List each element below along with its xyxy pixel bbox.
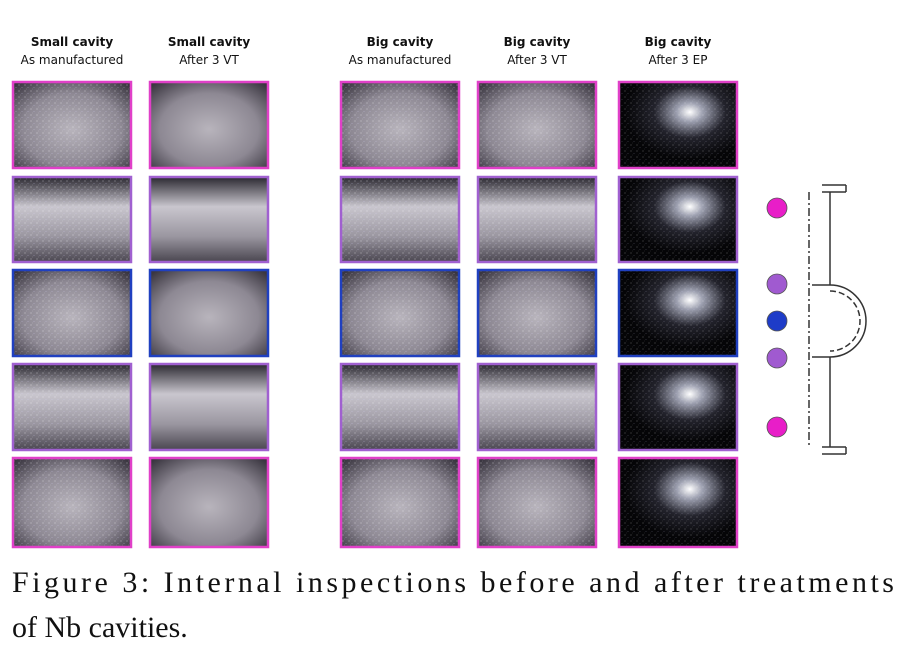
image-border — [476, 362, 598, 452]
image-texture — [478, 458, 596, 547]
column-subtitle: As manufactured — [349, 53, 452, 67]
inspection-image — [617, 362, 739, 452]
column-subtitle: After 3 VT — [507, 53, 567, 67]
inspection-image — [617, 175, 739, 264]
image-texture — [13, 82, 131, 168]
image-area — [150, 458, 268, 547]
image-texture — [13, 364, 131, 450]
column-headers: Small cavity As manufactured Small cavity A… — [21, 35, 712, 67]
inspection-image — [339, 268, 461, 358]
image-border — [476, 80, 598, 170]
image-border — [476, 175, 598, 264]
image-border — [617, 175, 739, 264]
image-border — [617, 80, 739, 170]
image-texture — [341, 270, 459, 356]
image-border — [11, 268, 133, 358]
image-texture — [619, 177, 737, 262]
inspection-image — [476, 268, 598, 358]
image-border — [339, 80, 461, 170]
inspection-image — [476, 175, 598, 264]
image-area — [150, 364, 268, 450]
image-border — [148, 268, 270, 358]
inspection-image — [11, 456, 133, 549]
image-border — [11, 456, 133, 549]
inspection-image — [148, 80, 270, 170]
column-title: Small cavity — [31, 35, 114, 49]
image-border — [148, 175, 270, 264]
inspection-image — [148, 268, 270, 358]
column-subtitle: As manufactured — [21, 53, 124, 67]
image-grid — [11, 80, 739, 549]
inspection-image — [617, 456, 739, 549]
inspection-image — [339, 362, 461, 452]
column-subtitle: After 3 EP — [649, 53, 708, 67]
image-area — [150, 270, 268, 356]
image-border — [148, 456, 270, 549]
inspection-image — [476, 362, 598, 452]
inspection-image — [11, 175, 133, 264]
image-texture — [619, 458, 737, 547]
image-texture — [341, 458, 459, 547]
inspection-image — [617, 80, 739, 170]
image-area — [150, 177, 268, 262]
image-texture — [13, 458, 131, 547]
image-texture — [13, 177, 131, 262]
image-border — [148, 80, 270, 170]
image-texture — [619, 270, 737, 356]
image-area — [150, 82, 268, 168]
column-title: Big cavity — [367, 35, 434, 49]
image-border — [339, 268, 461, 358]
image-texture — [13, 270, 131, 356]
inspection-image — [148, 175, 270, 264]
image-border — [476, 456, 598, 549]
column-subtitle: After 3 VT — [179, 53, 239, 67]
inspection-image — [11, 80, 133, 170]
inspection-image — [476, 456, 598, 549]
inspection-image — [617, 268, 739, 358]
image-texture — [341, 177, 459, 262]
image-border — [11, 362, 133, 452]
image-border — [617, 456, 739, 549]
image-texture — [478, 364, 596, 450]
image-border — [11, 175, 133, 264]
inspection-image — [148, 362, 270, 452]
column-title: Big cavity — [645, 35, 712, 49]
inspection-image — [339, 456, 461, 549]
caption-line: Figure 3: Internal inspections before an… — [12, 566, 894, 599]
inspection-image — [476, 80, 598, 170]
image-border — [339, 175, 461, 264]
image-texture — [478, 270, 596, 356]
image-texture — [478, 82, 596, 168]
image-border — [476, 268, 598, 358]
image-texture — [619, 364, 737, 450]
image-border — [339, 362, 461, 452]
column-title: Big cavity — [504, 35, 571, 49]
inspection-image — [148, 456, 270, 549]
image-texture — [341, 82, 459, 168]
image-border — [148, 362, 270, 452]
caption-line: of Nb cavities. — [12, 611, 188, 644]
inspection-image — [11, 268, 133, 358]
image-texture — [619, 82, 737, 168]
column-title: Small cavity — [168, 35, 251, 49]
cavity-diagram — [808, 184, 867, 455]
image-texture — [478, 177, 596, 262]
position-markers — [766, 197, 788, 438]
inspection-image — [339, 175, 461, 264]
image-border — [617, 362, 739, 452]
image-border — [617, 268, 739, 358]
image-border — [11, 80, 133, 170]
inspection-image — [11, 362, 133, 452]
image-border — [339, 456, 461, 549]
image-texture — [341, 364, 459, 450]
inspection-image — [339, 80, 461, 170]
